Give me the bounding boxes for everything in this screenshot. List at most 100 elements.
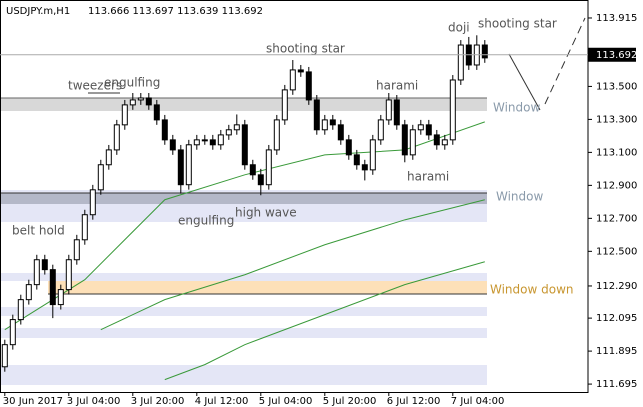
candle-body [289,69,296,91]
candle-body [153,104,160,121]
candle-body [353,154,360,166]
candle-body [369,139,376,171]
candle-body [65,259,72,291]
candle-body [281,89,288,121]
candle-body [313,99,320,131]
zones [0,97,487,385]
zone [0,98,487,111]
candle-body [297,69,304,73]
candle-body [9,319,16,346]
zone [0,307,487,316]
annotation: harami [407,170,449,184]
plot [1,35,488,381]
candle-body [425,124,432,136]
candle-body [393,99,400,126]
zone [48,281,487,294]
candle-body [121,104,128,126]
annotation: Window [496,190,544,204]
zone [0,193,487,204]
candle-body [321,119,328,131]
candle-body [417,124,424,131]
candle-body [441,139,448,146]
y-tick-label: 112.900 [596,180,637,191]
candle-body [161,119,168,141]
x-tick-label: 5 Jul 20:00 [323,396,377,407]
y-tick-label: 113.500 [596,81,637,92]
candle-body [433,134,440,146]
annotation: Window down [490,283,574,297]
zone [0,365,487,385]
forecast-line [508,53,541,111]
annotation: shooting star [478,17,557,31]
annotation: harami [376,79,418,93]
current-price-label: 113.692 [596,50,637,61]
candle-body [41,259,48,271]
x-tick-label: 7 Jul 04:00 [451,396,505,407]
x-tick-label: 5 Jul 04:00 [259,396,313,407]
candle-body [457,44,464,81]
y-tick-label: 113.915 [596,13,637,24]
annotation: high wave [235,206,297,220]
candle-body [345,139,352,156]
x-tick-label: 4 Jul 12:00 [195,396,249,407]
x-tick-label: 3 Jul 20:00 [131,396,185,407]
y-tick-label: 112.095 [596,313,637,324]
candle-body [57,289,64,306]
x-tick-label: 30 Jun 2017 [3,396,63,407]
candle-body [17,299,24,321]
candle-body [105,149,112,166]
candle-body [113,124,120,151]
candle-body [1,344,8,368]
candle-body [209,139,216,146]
candle-body [225,129,232,136]
moving-average [164,261,485,381]
candle-body [137,97,144,101]
x-tick-label: 6 Jul 12:00 [387,396,441,407]
candle-body [185,144,192,186]
candle-body [385,99,392,121]
candle-body [169,139,176,151]
current-price-box [588,47,636,62]
candle-body [25,284,32,301]
candle-body [89,189,96,216]
candle-body [129,99,136,106]
candle-body [177,149,184,186]
candle-body [233,124,240,131]
annotation: shooting star [266,42,345,56]
candle-body [257,174,264,186]
y-tick-label: 112.700 [596,213,637,224]
candle-body [449,79,456,141]
annotation: engulfing [104,76,160,90]
candle-body [49,269,56,306]
frame [0,0,589,393]
candle-body [97,164,104,191]
zone [0,328,487,338]
moving-average [100,199,485,331]
ohlc: 113.666 113.697 113.639 113.692 [88,6,263,17]
annotation: belt hold [12,224,65,238]
x-tick-label: 3 Jul 04:00 [67,396,121,407]
candle-body [201,139,208,142]
candle-body [377,119,384,141]
candle-body [81,214,88,241]
candle-body [73,239,80,261]
forecast-line [544,17,586,105]
candle-body [401,124,408,156]
candle-body [249,164,256,176]
y-tick-label: 111.895 [596,346,637,357]
y-tick-label: 112.500 [596,246,637,257]
candle-body [265,149,272,186]
candle-body [241,124,248,166]
candle-body [145,97,152,106]
y-tick-label: 113.300 [596,114,637,125]
candle-body [193,139,200,146]
candle-body [361,164,368,171]
candle-body [273,119,280,151]
candle-body [217,134,224,146]
annotation: Window [493,101,541,115]
candle-body [409,129,416,156]
candle-body [329,119,336,126]
y-tick-label: 112.290 [596,281,637,292]
candle-body [481,44,488,59]
